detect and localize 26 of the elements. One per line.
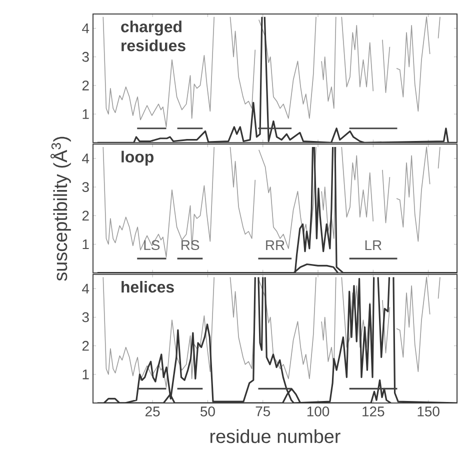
x-axis-title: residue number xyxy=(210,429,340,444)
y-tick-label: 1 xyxy=(82,239,89,250)
chart-title: helices xyxy=(122,280,174,293)
text: charged residues xyxy=(121,20,186,52)
y-tick-label: 3 xyxy=(82,182,89,192)
y-tick-label: 2 xyxy=(82,80,89,90)
y-tick-label: 2 xyxy=(82,340,89,351)
chart-title: loop xyxy=(122,150,154,166)
x-tick-label: 125 xyxy=(362,406,384,416)
y-axis-title: susceptibility (Å$^{3}$) xyxy=(50,136,71,281)
y-tick-label: 2 xyxy=(82,210,89,221)
x-tick-label: 75 xyxy=(256,406,270,416)
x-tick-label: 25 xyxy=(146,406,160,416)
y-tick-label: 4 xyxy=(82,23,90,34)
y-tick-label: 1 xyxy=(82,370,89,380)
y-tick-label: 4 xyxy=(82,284,90,294)
annotation: RR xyxy=(266,240,284,250)
y-tick-label: 4 xyxy=(82,154,90,164)
y-tick-label: 1 xyxy=(82,109,89,119)
x-tick-label: 100 xyxy=(307,406,330,416)
y-tick-label: 3 xyxy=(82,312,89,322)
annotation: LS xyxy=(144,240,160,250)
x-tick-label: 50 xyxy=(200,406,215,416)
annotation: LR xyxy=(365,240,382,250)
x-tick-label: 150 xyxy=(418,406,440,416)
y-tick-label: 3 xyxy=(82,52,89,62)
